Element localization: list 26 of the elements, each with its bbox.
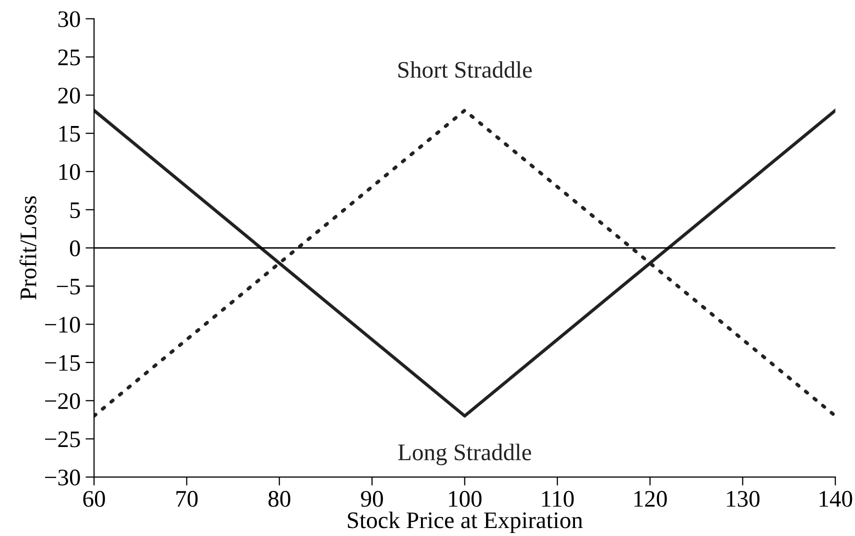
- y-tick-label: −15: [45, 355, 80, 371]
- y-tick-label: 10: [59, 164, 80, 180]
- y-tick-label: 20: [58, 88, 80, 104]
- y-tick-label: −30: [45, 470, 80, 486]
- x-tick-label: 120: [634, 490, 667, 507]
- y-tick-label: −5: [56, 278, 80, 295]
- x-tick-label: 80: [268, 490, 290, 507]
- y-tick-label: 5: [70, 202, 80, 218]
- y-tick-label: −25: [45, 431, 80, 448]
- y-tick-label: 0: [70, 240, 80, 256]
- y-tick-label: 15: [59, 126, 80, 142]
- x-axis-title: Stock Price at Expiration: [348, 512, 583, 534]
- y-axis-title: Profit/Loss: [20, 196, 36, 300]
- series-label: Long Straddle: [398, 444, 532, 466]
- x-tick-label: 70: [176, 490, 198, 507]
- y-tick-label: −10: [45, 316, 80, 333]
- x-tick-label: 100: [449, 490, 482, 507]
- y-tick-label: 30: [58, 11, 80, 28]
- x-tick-label: 90: [360, 490, 383, 507]
- x-tick-label: 140: [820, 490, 852, 507]
- x-tick-label: 60: [83, 490, 105, 507]
- y-tick-label: −20: [45, 393, 80, 410]
- x-tick-label: 110: [542, 490, 574, 507]
- x-tick-label: 130: [727, 490, 760, 507]
- y-tick-label: 25: [58, 50, 80, 66]
- series-label: Short Straddle: [398, 61, 532, 78]
